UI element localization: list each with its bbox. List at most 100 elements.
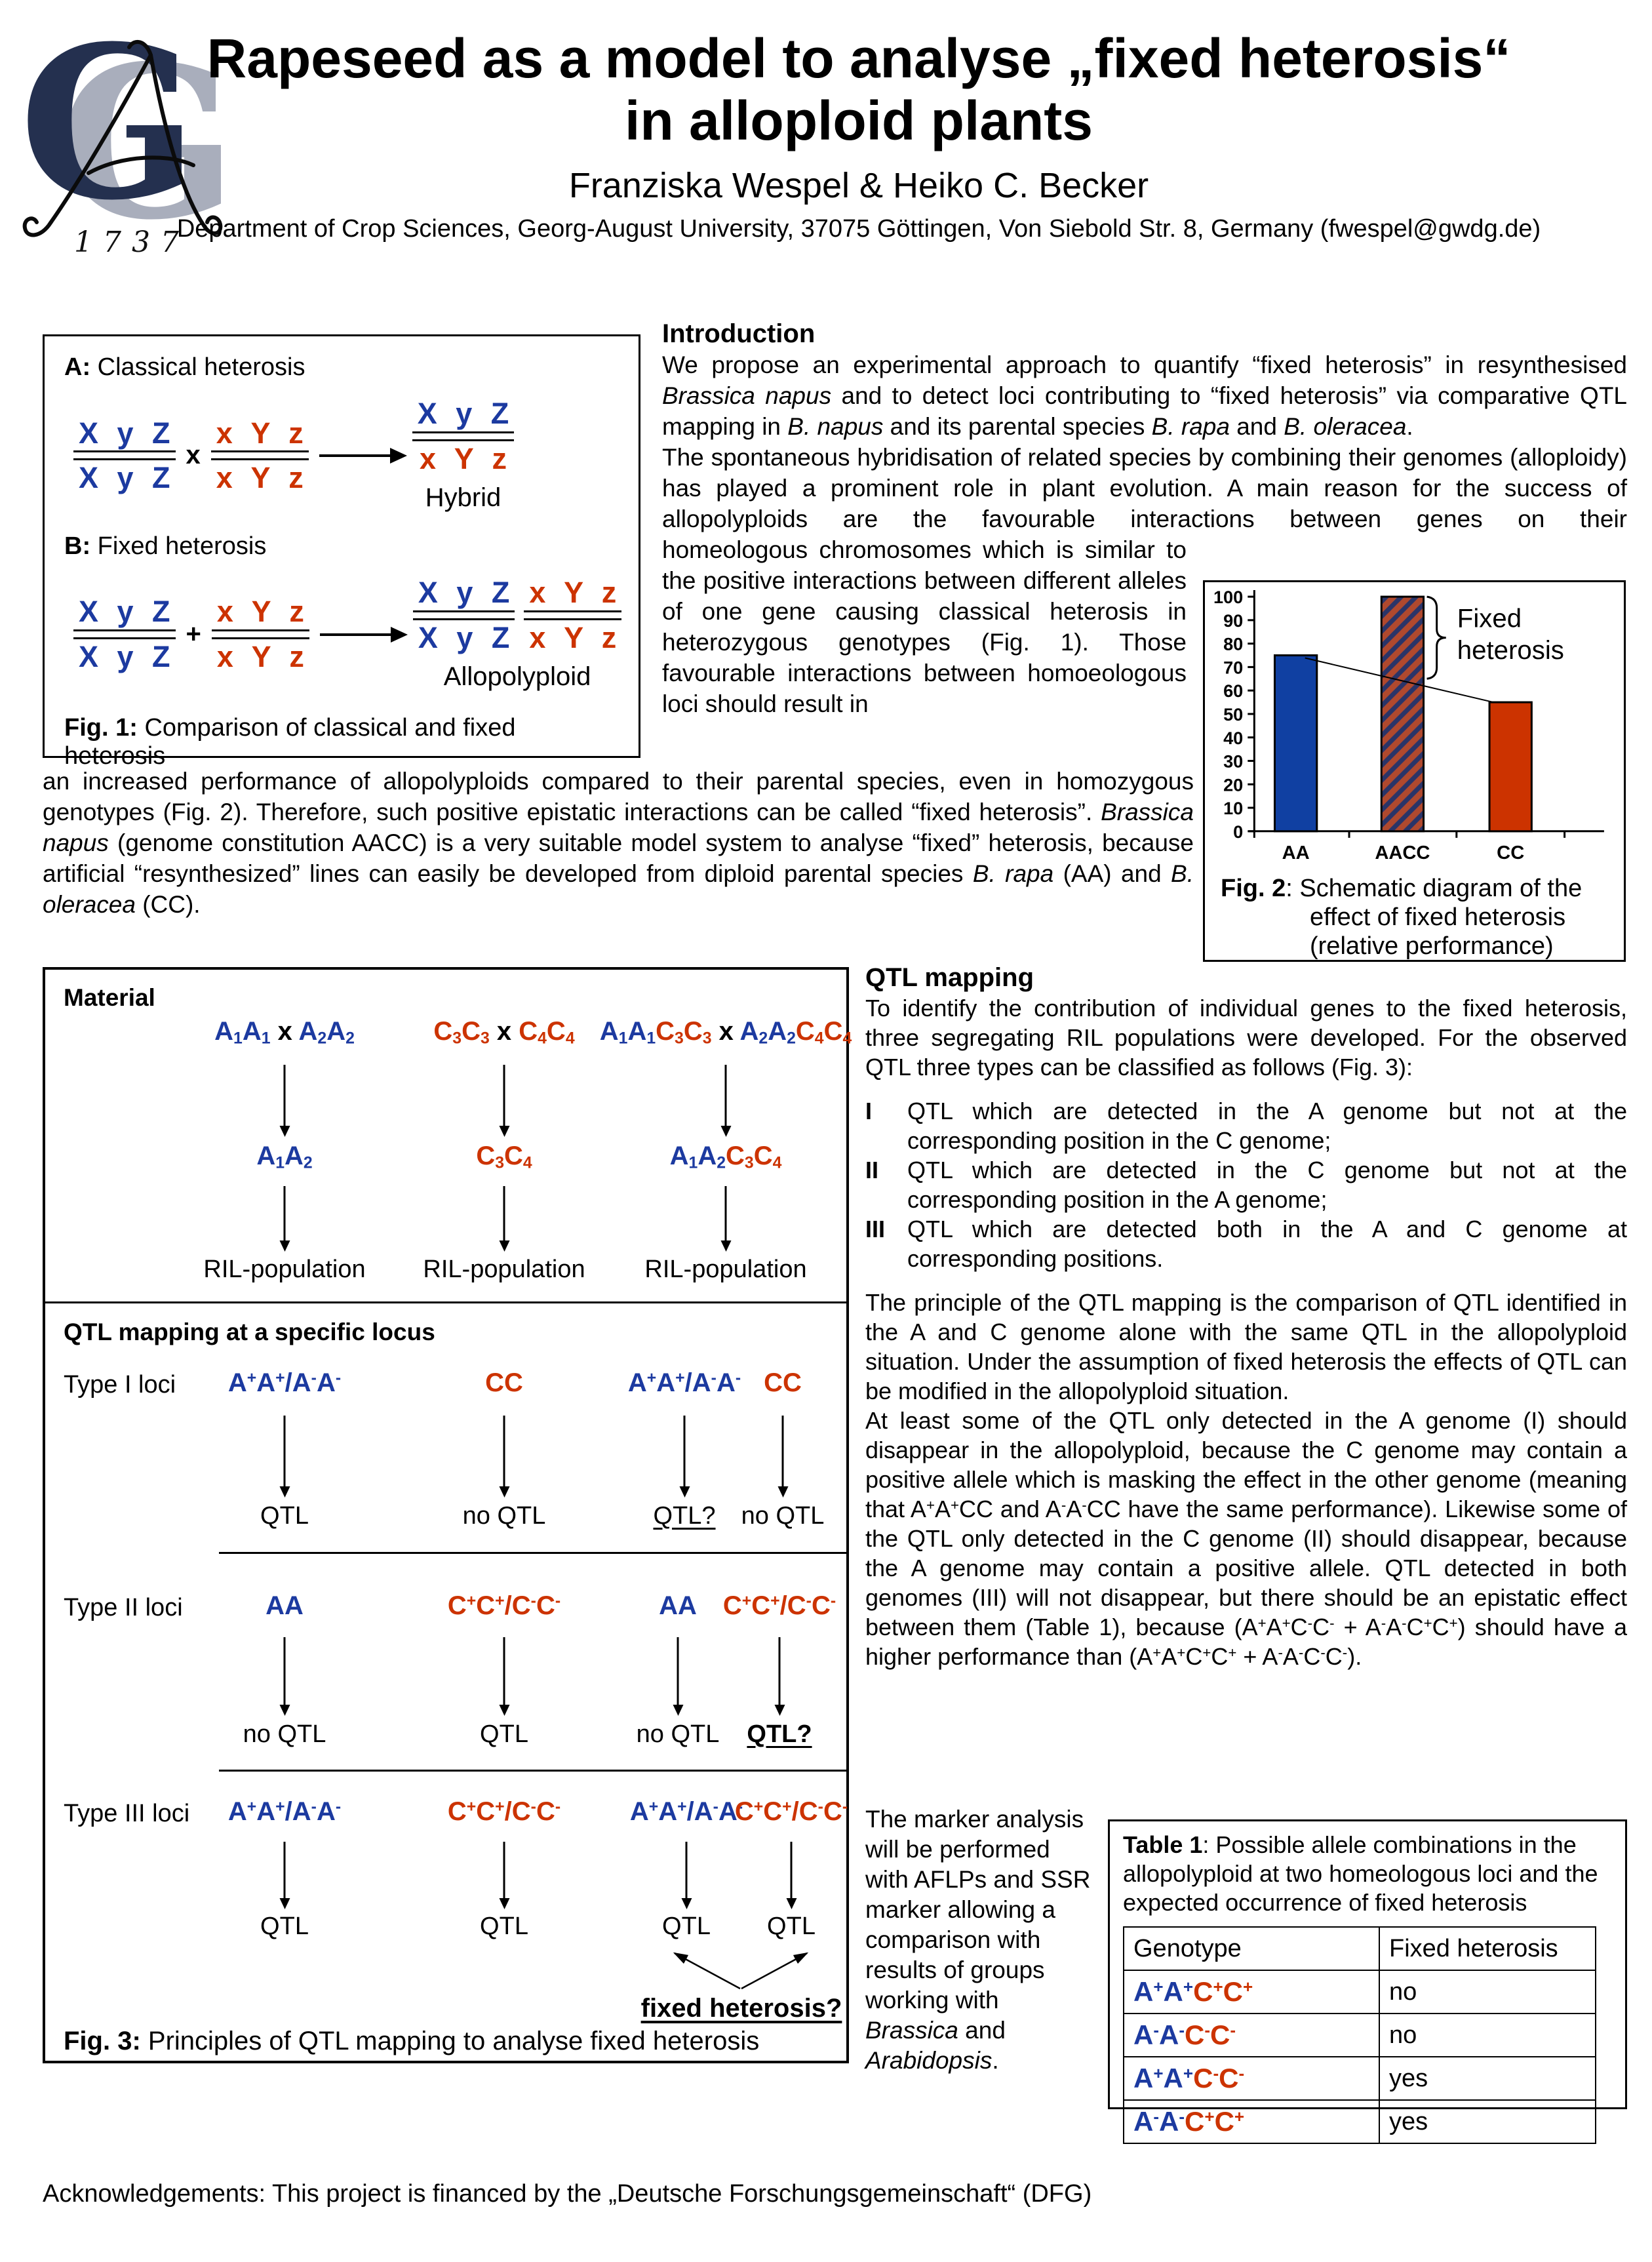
bar-AACC [1380,595,1425,833]
hybrid-label: Hybrid [425,483,502,512]
type-i-allo-a-genotype: A+A+/A-A- [627,1368,741,1397]
intro-paragraph-2b: homeologous chromosomes which is similar… [662,536,1187,717]
fixed-heterosis-cell: yes [1379,2099,1596,2144]
type-ii-allo-c-genotype: C+C+/C-C- [722,1591,836,1620]
type-iii-allo-a-genotype: A+A+/A-A- [629,1797,743,1826]
affiliation: Department of Crop Sciences, Georg-Augus… [176,214,1541,243]
down-arrow-icon [283,1065,286,1127]
type-iii-result-c: QTL [480,1913,528,1940]
bar-CC [1488,701,1533,833]
down-arrow-icon [685,1842,688,1899]
genotype-cell: A+A+C+C+ [1123,1970,1380,2014]
type-ii-result-allo-a: no QTL [636,1720,720,1748]
title-line-2: in alloploid plants [625,89,1093,151]
introduction-section: Introduction We propose an experimental … [662,319,1627,719]
fig2-caption: Fig. 2: Schematic diagram of the effect … [1221,875,1583,961]
qtl-paragraph-3: At least some of the QTL only detected i… [865,1407,1628,1670]
fig2-box: 0 10 20 30 40 50 60 70 80 90 100 Fixed heterosis AA AA… [1203,580,1626,962]
type-i-result-allo-a: QTL? [653,1502,716,1530]
fraction-bar [211,629,309,640]
section-divider [45,1301,846,1303]
fig1-label-a: A: Classical heterosis [64,353,305,381]
svg-text:80: 80 [1223,634,1243,654]
type-i-result-a: QTL [260,1502,309,1530]
f1-ac-genome: A1A2C3C4 [669,1141,782,1172]
svg-text:10: 10 [1223,798,1243,818]
marker-paragraph: The marker analysis will be performed wi… [865,1806,1091,2074]
right-arrow-icon [319,454,393,457]
table1-box: Table 1: Possible allele combinations in… [1108,1819,1627,2144]
genotype-cell: A-A-C+C+ [1123,2099,1380,2144]
type-i-c-genotype: CC [485,1368,523,1397]
svg-text:AA: AA [1282,843,1310,863]
svg-text:CC: CC [1497,843,1524,863]
material-heading: Material [64,984,155,1011]
down-arrow-icon [677,1637,679,1706]
cross-c-genome: C3C3 x C4C4 [433,1017,575,1048]
ril-population-label: RIL-population [203,1256,366,1283]
qtl-item-1: I QTL which are detected in the A genome … [865,1098,1627,1154]
fig1-caption: Fig. 1: Comparison of classical and fixe… [64,713,516,770]
table-row: A-A-C+C+ yes [1123,2099,1596,2144]
svg-text:0: 0 [1233,822,1243,842]
type-ii-result-a: no QTL [243,1720,326,1748]
down-arrow-icon [781,1416,784,1488]
svg-text:30: 30 [1223,751,1243,772]
poster-header: Rapeseed as a model to analyse „fixed he… [131,28,1586,243]
plus-operator: + [186,620,201,649]
type-i-result-allo-c: no QTL [741,1502,825,1530]
type-i-allo-c-genotype: CC [764,1368,802,1397]
type-ii-c-genotype: C+C+/C-C- [447,1591,561,1620]
type-ii-result-allo-c: QTL? [747,1720,812,1748]
f1-a-genome: A1A2 [256,1141,313,1172]
type-iii-result-allo-c: QTL [767,1913,816,1940]
type-iii-result-a: QTL [260,1913,309,1940]
cross-operator: x [186,441,201,470]
type-ii-label: Type II loci [64,1594,183,1621]
midparent-line [1305,657,1494,704]
type-ii-a-genotype: AA [266,1591,304,1620]
table-row: A-A-C-C- no [1123,2013,1596,2057]
svg-text:20: 20 [1223,774,1243,795]
fixed-heterosis-question: fixed heterosis? [640,1994,842,2023]
table-row: A+A+C+C+ no [1123,1970,1596,2014]
row-divider [219,1552,846,1554]
type-ii-result-c: QTL [480,1720,528,1748]
locus-heading: QTL mapping at a specific locus [64,1319,435,1345]
qtl-paragraph-1: To identify the contribution of individu… [865,995,1627,1081]
ril-population-label: RIL-population [644,1256,807,1283]
type-iii-a-genotype: A+A+/A-A- [227,1797,342,1826]
fraction-bar [210,450,309,461]
ril-population-label: RIL-population [423,1256,585,1283]
type-i-a-genotype: A+A+/A-A- [227,1368,342,1397]
authors: Franziska Wespel & Heiko C. Becker [568,165,1149,205]
type-iii-label: Type III loci [64,1800,190,1827]
type-i-label: Type I loci [64,1371,176,1399]
col-header-genotype: Genotype [1123,1926,1380,1971]
title-line-1: Rapeseed as a model to analyse „fixed he… [206,28,1511,89]
acknowledgements: Acknowledgements: This project is financ… [43,2180,1092,2208]
fraction-bar [73,629,176,640]
table-header-row: Genotype Fixed heterosis [1123,1926,1596,1971]
svg-text:50: 50 [1223,704,1243,724]
svg-text:70: 70 [1223,657,1243,677]
university-logo: G G 1737 [16,1,237,266]
down-arrow-icon [724,1065,727,1127]
qtl-heading: QTL mapping [865,963,1034,992]
fig2-chart: 0 10 20 30 40 50 60 70 80 90 100 Fixed heterosis AA AA… [1205,582,1624,873]
down-arrow-icon [283,1186,286,1242]
svg-text:100: 100 [1213,587,1243,607]
down-arrow-icon [283,1637,286,1706]
down-arrow-icon [790,1842,793,1899]
table1: Genotype Fixed heterosis A+A+C+C+ no A-A… [1123,1926,1596,2144]
annotation-line-2: heterosis [1457,635,1564,665]
svg-text:G: G [19,14,198,247]
row-divider [219,1770,846,1772]
qtl-paragraph-2: The principle of the QTL mapping is the … [865,1289,1627,1404]
brace-icon [1426,595,1446,680]
fixed-heterosis-cell: no [1379,1970,1596,2014]
